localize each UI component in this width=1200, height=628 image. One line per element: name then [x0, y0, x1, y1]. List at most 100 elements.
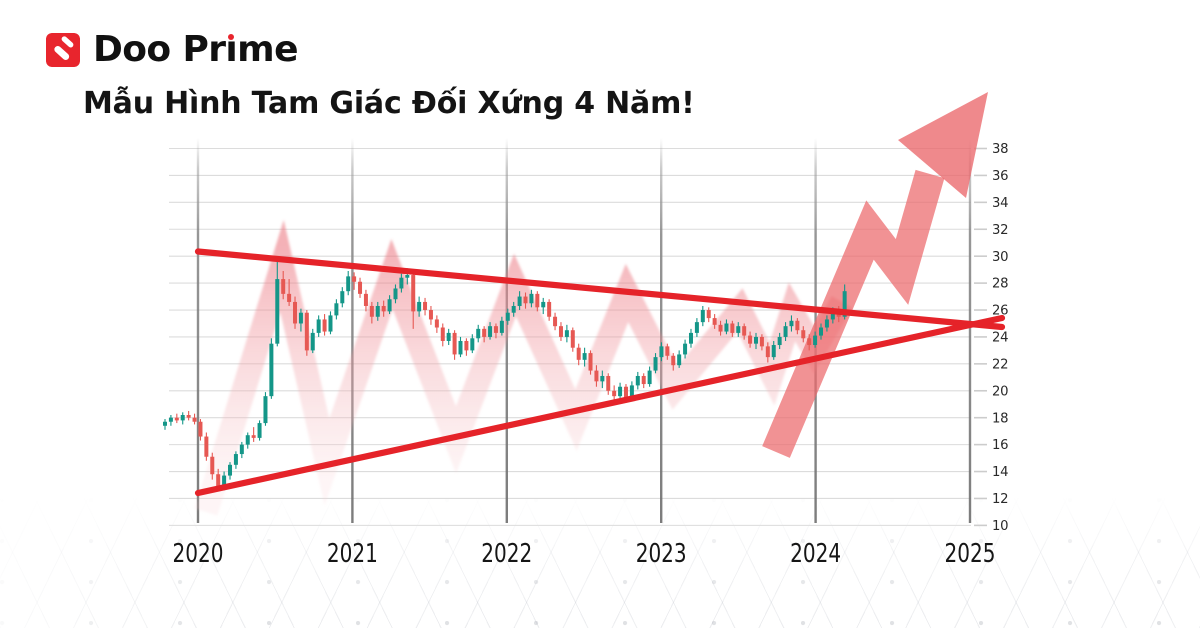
- candle-body: [671, 355, 676, 366]
- page-title: Mẫu Hình Tam Giác Đối Xứng 4 Năm!: [83, 86, 695, 121]
- candle-body: [612, 390, 617, 397]
- candle-body: [168, 417, 173, 422]
- candle-body: [257, 423, 262, 438]
- lower-trendline: [194, 314, 1006, 497]
- logo-arrow-glyph: [54, 36, 74, 60]
- candle-body: [163, 421, 167, 426]
- candle-body: [269, 343, 274, 397]
- candle-body: [405, 275, 410, 278]
- arrow-head: [898, 92, 988, 198]
- y-axis-label: 36: [992, 169, 1008, 184]
- candle-body: [423, 301, 428, 311]
- candle-body: [198, 421, 203, 437]
- candle-body: [499, 320, 504, 333]
- candle-body: [736, 326, 741, 333]
- candle-body: [759, 336, 764, 347]
- candle-body: [505, 312, 510, 321]
- doo-prime-logo: Doo Prı me: [46, 29, 299, 70]
- candle-body: [730, 323, 735, 333]
- candle-body: [718, 324, 723, 332]
- candle-body: [635, 375, 640, 386]
- y-axis-label: 28: [992, 277, 1008, 292]
- background-lattice-pattern: [0, 498, 1200, 628]
- candle-body: [222, 475, 227, 487]
- candle-body: [434, 319, 439, 328]
- candle-body: [239, 444, 244, 455]
- candle-body: [724, 323, 729, 332]
- candle-body: [582, 353, 587, 360]
- candle-body: [801, 330, 806, 339]
- candle-body: [517, 296, 522, 306]
- arrow-shaft: [762, 169, 945, 458]
- candle-body: [541, 301, 546, 308]
- triangle-wave-ribbon: [194, 219, 853, 516]
- candle-body: [233, 454, 238, 465]
- candle-body: [387, 299, 392, 312]
- red-i-dot: [228, 34, 235, 40]
- candle-body: [304, 312, 309, 351]
- candle-body: [570, 330, 575, 348]
- candle-body: [647, 370, 652, 385]
- brand-letter-i: ı: [225, 29, 238, 70]
- candle-body: [458, 340, 463, 355]
- triangle-trendlines: [194, 248, 1006, 497]
- candle-body: [665, 346, 670, 356]
- candle-body: [245, 435, 250, 445]
- candle-body: [830, 311, 835, 320]
- candle-body: [275, 279, 280, 344]
- candle-body: [210, 456, 215, 475]
- candle-body: [783, 326, 788, 337]
- brand-text-post: me: [237, 29, 298, 70]
- x-axis-year-label: 2021: [327, 539, 378, 569]
- candle-body: [358, 281, 363, 294]
- candle-body: [228, 464, 233, 476]
- candle-body: [535, 293, 540, 308]
- y-axis-label: 16: [992, 438, 1008, 453]
- candle-body: [742, 326, 747, 336]
- candle-body: [251, 435, 256, 438]
- candle-body: [446, 332, 451, 341]
- candle-body: [287, 293, 292, 302]
- candle-body: [653, 357, 658, 371]
- x-axis-year-label: 2024: [790, 539, 841, 569]
- candle-body: [316, 319, 321, 333]
- candle-body: [789, 320, 794, 327]
- y-axis-label: 22: [992, 357, 1008, 372]
- candle-body: [594, 370, 599, 382]
- y-axis-label: 32: [992, 223, 1008, 238]
- candle-body: [482, 328, 487, 337]
- x-axis-year-label: 2025: [945, 539, 996, 569]
- zigzag-wave-shape: [194, 219, 853, 516]
- candle-body: [807, 338, 812, 346]
- candle-body: [629, 385, 634, 399]
- y-axis-label: 24: [992, 331, 1008, 346]
- candle-body: [600, 375, 605, 382]
- y-axis-label: 34: [992, 196, 1008, 211]
- candle-body: [352, 276, 357, 282]
- candle-body: [558, 326, 563, 337]
- candle-body: [493, 326, 498, 333]
- y-axis-label: 38: [992, 142, 1008, 157]
- candle-body: [340, 291, 345, 304]
- candle-body: [180, 415, 185, 421]
- candle-body: [310, 332, 315, 351]
- x-axis-year-label: 2020: [173, 539, 224, 569]
- candle-body: [683, 343, 688, 355]
- candle-body: [281, 279, 286, 294]
- candle-body: [824, 319, 829, 328]
- candle-body: [842, 291, 847, 317]
- y-axis-label: 18: [992, 411, 1008, 426]
- candle-body: [606, 375, 611, 391]
- candle-body: [523, 296, 528, 304]
- candle-body: [452, 332, 457, 355]
- candle-body: [363, 293, 368, 306]
- candle-body: [411, 275, 416, 312]
- candle-body: [819, 327, 824, 336]
- candle-body: [795, 320, 800, 331]
- candle-body: [813, 335, 818, 346]
- candle-body: [694, 322, 699, 333]
- candle-body: [216, 474, 221, 487]
- candle-body: [174, 417, 179, 421]
